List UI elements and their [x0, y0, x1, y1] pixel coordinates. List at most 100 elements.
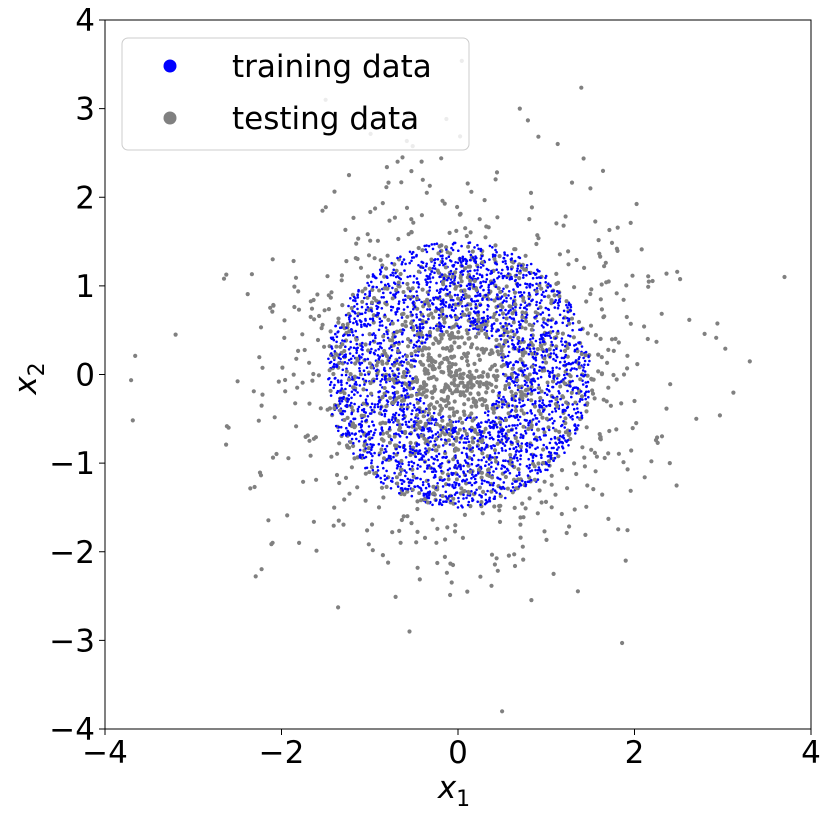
training-point [376, 305, 380, 309]
training-point [451, 248, 455, 252]
testing-point [390, 296, 395, 301]
training-point [422, 402, 426, 405]
testing-point [535, 347, 541, 352]
testing-point [470, 249, 475, 254]
training-point [382, 339, 386, 342]
testing-point [476, 313, 481, 318]
training-point [514, 305, 517, 309]
training-point [511, 342, 514, 346]
training-point [490, 446, 493, 450]
testing-point [530, 323, 535, 328]
training-point [529, 338, 532, 341]
training-point [510, 324, 513, 328]
testing-point [582, 265, 587, 270]
training-point [546, 384, 550, 388]
training-point [433, 261, 437, 265]
training-point [546, 369, 550, 373]
training-point [363, 383, 366, 386]
testing-point [508, 457, 513, 462]
training-point [366, 415, 370, 418]
testing-point [441, 332, 446, 337]
training-point [353, 305, 356, 308]
training-point [352, 334, 355, 337]
training-point [505, 300, 508, 303]
training-point [525, 441, 529, 445]
training-point [429, 280, 432, 284]
testing-point [465, 374, 470, 379]
training-point [538, 403, 541, 407]
training-point [462, 446, 466, 450]
training-point [516, 373, 520, 376]
testing-point [452, 373, 457, 378]
testing-point [506, 428, 511, 434]
training-point [530, 383, 534, 386]
testing-point [588, 291, 593, 297]
training-point [352, 441, 355, 445]
training-point [454, 502, 457, 505]
testing-point [329, 454, 334, 459]
training-point [367, 284, 371, 287]
training-point [471, 256, 475, 259]
training-point [338, 402, 342, 405]
training-point [487, 481, 490, 484]
testing-point [258, 473, 264, 478]
training-point [573, 348, 577, 352]
testing-point [464, 354, 469, 359]
testing-point [477, 217, 482, 222]
testing-point [521, 295, 526, 300]
testing-point [537, 488, 542, 493]
testing-point [538, 411, 543, 417]
training-point [340, 379, 343, 383]
training-point [513, 347, 517, 351]
testing-point [476, 374, 481, 379]
training-point [566, 316, 569, 320]
testing-point [326, 307, 331, 312]
training-point [404, 396, 408, 399]
training-point [465, 496, 468, 500]
training-point [414, 324, 418, 327]
testing-point [456, 335, 461, 340]
training-point [553, 456, 557, 460]
testing-point [597, 251, 602, 256]
training-point [397, 433, 400, 436]
training-point [355, 351, 358, 355]
testing-point [480, 451, 485, 456]
testing-point [467, 311, 472, 316]
training-point [552, 459, 555, 463]
training-point [469, 253, 473, 257]
training-point [551, 422, 555, 425]
training-point [485, 297, 489, 301]
testing-point [509, 372, 514, 377]
testing-point [611, 348, 616, 353]
training-point [536, 446, 539, 449]
training-point [396, 403, 399, 407]
training-point [359, 426, 363, 429]
testing-point [434, 437, 439, 441]
testing-point [603, 260, 608, 265]
testing-point [411, 220, 416, 225]
training-point [477, 423, 480, 427]
training-point [378, 301, 381, 304]
training-point [538, 301, 542, 305]
training-point [373, 403, 377, 406]
training-point [453, 493, 457, 496]
training-point [465, 447, 469, 450]
training-point [525, 313, 529, 317]
testing-point [583, 532, 588, 538]
testing-point [529, 205, 535, 210]
training-point [530, 478, 533, 482]
training-point [448, 284, 452, 288]
training-point [548, 403, 552, 407]
training-point [510, 339, 514, 342]
testing-point [526, 427, 531, 431]
training-point [352, 452, 355, 455]
testing-point [451, 413, 457, 418]
training-point [488, 471, 491, 474]
testing-point [410, 487, 415, 492]
training-point [438, 295, 442, 298]
testing-point [354, 337, 359, 342]
testing-point [646, 279, 651, 284]
training-point [502, 287, 505, 291]
training-point [484, 320, 488, 323]
training-point [511, 424, 514, 427]
